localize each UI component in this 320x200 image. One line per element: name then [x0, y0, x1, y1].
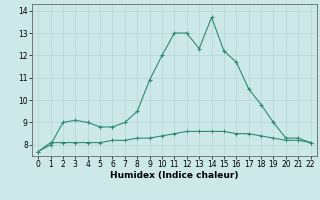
X-axis label: Humidex (Indice chaleur): Humidex (Indice chaleur) — [110, 171, 239, 180]
